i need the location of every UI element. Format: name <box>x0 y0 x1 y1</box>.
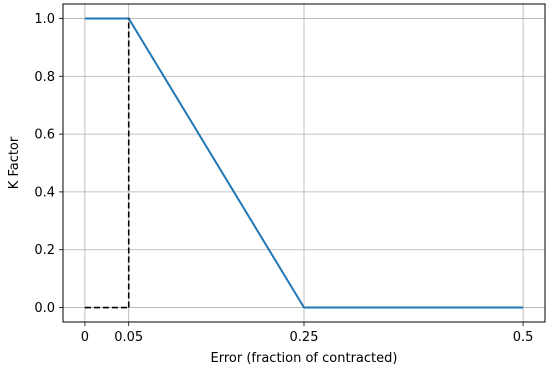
x-axis-label: Error (fraction of contracted) <box>211 351 398 366</box>
x-tick-label: 0.5 <box>513 330 534 345</box>
y-tick-label: 0.2 <box>34 243 55 258</box>
k-factor-line <box>84 17 524 309</box>
y-tick-label: 0.6 <box>34 128 55 143</box>
y-tick-label: 0.4 <box>34 185 55 200</box>
x-tick-label: 0.25 <box>290 330 319 345</box>
y-tick-label: 0.8 <box>34 70 55 85</box>
grid <box>63 4 545 322</box>
series-layer <box>84 17 524 309</box>
y-axis-label: K Factor <box>7 136 22 189</box>
x-tick-label: 0.05 <box>114 330 143 345</box>
ticks: 0 0.05 0.25 0.5 0.0 0.2 0.4 0.6 0.8 1.0 <box>34 12 533 345</box>
x-tick-label: 0 <box>81 330 89 345</box>
y-tick-label: 0.0 <box>34 301 55 316</box>
y-tick-label: 1.0 <box>34 12 55 27</box>
